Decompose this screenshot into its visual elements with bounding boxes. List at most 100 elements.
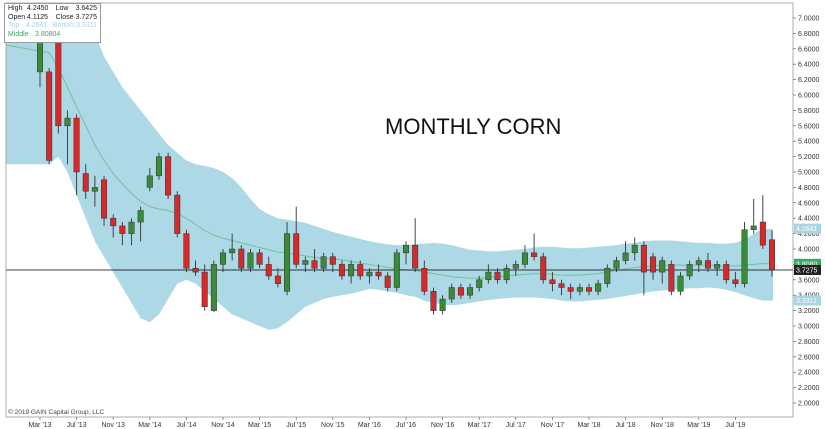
candle: [741, 222, 748, 288]
candle-body: [741, 229, 748, 284]
candle: [531, 233, 538, 261]
candle-body: [448, 287, 455, 300]
candle: [366, 268, 373, 284]
x-tick-label: Nov '18: [650, 422, 674, 429]
y-tick-label: 4.8000: [798, 185, 820, 192]
y-tick-label: 5.8000: [798, 108, 820, 115]
candle-body: [485, 271, 492, 281]
candle-body: [631, 244, 638, 254]
candle: [521, 245, 528, 269]
candle: [403, 241, 409, 265]
bottom-label: Bottom: [52, 22, 75, 29]
candle: [659, 256, 666, 284]
candle: [201, 264, 208, 311]
candle: [457, 283, 464, 300]
x-tick-label: Nov '13: [101, 422, 125, 429]
candle-body: [421, 268, 428, 292]
candle: [165, 152, 172, 199]
candle: [91, 175, 98, 207]
y-tick-label: 2.4000: [798, 370, 820, 377]
candle-body: [704, 260, 711, 269]
y-tick-label: 4.0000: [798, 247, 820, 254]
candle: [155, 152, 162, 180]
candle: [256, 249, 263, 269]
candle: [650, 252, 657, 280]
candle-body: [311, 260, 318, 269]
x-tick-label: Jul '16: [396, 422, 416, 429]
candle-body: [247, 252, 254, 269]
low-value: 3.6425: [75, 5, 97, 12]
candle: [412, 218, 419, 273]
axis-value-tag: [794, 264, 821, 275]
candle: [631, 237, 638, 261]
low-label: Low: [55, 5, 69, 12]
candle: [695, 256, 702, 273]
candle: [311, 249, 318, 273]
candle-body: [110, 217, 117, 227]
candle: [686, 260, 693, 280]
candle: [769, 230, 775, 277]
candle: [375, 264, 382, 280]
candle-body: [220, 252, 226, 265]
candle-body: [723, 264, 730, 281]
candle-body: [64, 117, 71, 127]
candle-body: [73, 117, 80, 173]
candle: [110, 214, 117, 238]
candle: [174, 191, 181, 238]
x-tick-label: Mar '19: [687, 422, 710, 429]
candle-body: [91, 187, 98, 192]
candle: [732, 272, 739, 288]
candle-body: [101, 179, 108, 219]
axis-value-tag: [794, 223, 821, 234]
x-tick-label: Nov '16: [431, 422, 455, 429]
candle-body: [256, 252, 263, 265]
candle: [229, 233, 236, 261]
candle: [82, 164, 89, 199]
axis-value-tag-label: 4.2641: [796, 226, 818, 233]
candle: [220, 249, 226, 273]
candle-body: [82, 173, 89, 192]
candle-body: [119, 225, 126, 234]
axis-value-tag-label: 3.3311: [796, 298, 817, 305]
candle: [677, 272, 684, 296]
y-tick-label: 3.2000: [798, 308, 820, 315]
y-tick-label: 4.4000: [798, 216, 820, 223]
close-label: Close: [55, 13, 74, 21]
candle-body: [210, 264, 217, 311]
y-tick-label: 2.2000: [798, 385, 820, 392]
candle: [723, 260, 730, 284]
candle-body: [37, 40, 43, 73]
candle-body: [467, 287, 474, 296]
y-tick-label: 5.0000: [798, 170, 820, 177]
candle-body: [366, 271, 373, 277]
y-tick-label: 6.0000: [798, 93, 820, 100]
candle: [73, 114, 80, 196]
candle-body: [357, 264, 364, 277]
candle-body: [284, 233, 291, 292]
x-tick-label: Mar '17: [468, 422, 491, 429]
candle: [613, 256, 620, 273]
candle-body: [476, 279, 483, 288]
candle: [503, 264, 510, 284]
y-tick-label: 6.2000: [798, 77, 820, 84]
candle-body: [512, 264, 519, 269]
candle-body: [265, 264, 272, 277]
candle: [704, 252, 711, 273]
high-label: High: [8, 5, 23, 12]
candle: [46, 68, 53, 165]
candle-body: [531, 252, 538, 257]
candle: [274, 268, 281, 288]
candle-body: [403, 244, 409, 254]
candle: [348, 260, 355, 284]
candle-body: [622, 252, 629, 261]
candle-body: [375, 271, 382, 277]
candle-body: [521, 252, 528, 265]
candle: [668, 260, 675, 296]
y-tick-label: 5.6000: [798, 123, 820, 130]
candle-body: [229, 248, 236, 254]
candle-body: [183, 233, 190, 269]
y-tick-label: 4.6000: [798, 200, 820, 207]
candle-body: [540, 256, 547, 281]
